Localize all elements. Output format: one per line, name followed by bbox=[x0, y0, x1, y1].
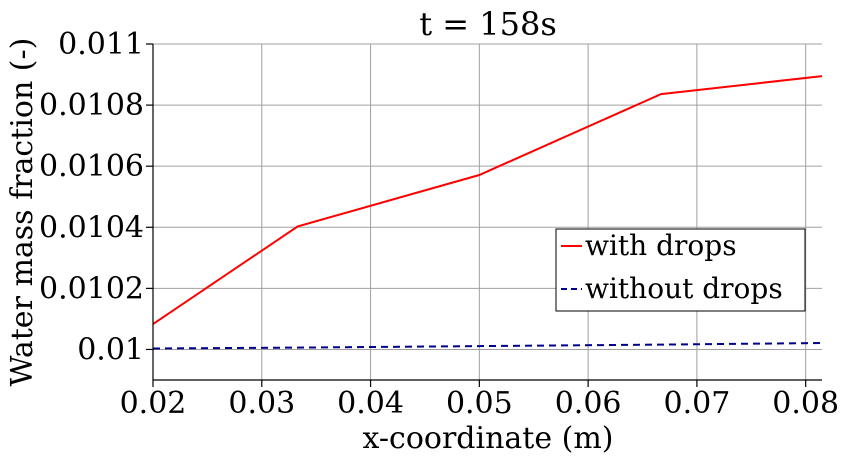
x-tick-label: 0.02 bbox=[120, 386, 187, 421]
vertical-gridlines bbox=[152, 44, 807, 380]
x-axis-label: x-coordinate (m) bbox=[362, 421, 613, 456]
chart-title: t = 158s bbox=[419, 5, 557, 43]
series-line-with-drops bbox=[152, 75, 823, 325]
y-tick-label: 0.01 bbox=[77, 332, 144, 367]
legend-box bbox=[555, 228, 806, 312]
plot-area bbox=[152, 43, 823, 380]
y-tick-label: 0.0106 bbox=[39, 149, 144, 184]
axes: 0.02 0.03 0.04 0.05 0.06 0.07 0.08 0.010.01020… bbox=[39, 27, 839, 421]
y-axis-ticks: 0.01 0.0102 0.0104 0.0106 0.0108 0.011 bbox=[39, 27, 153, 367]
series-layer bbox=[152, 75, 823, 350]
x-tick-label: 0.08 bbox=[772, 386, 839, 421]
y-axis-label: Water mass fraction (-) bbox=[5, 38, 40, 387]
x-tick-label: 0.06 bbox=[555, 386, 622, 421]
x-tick-label: 0.05 bbox=[446, 386, 513, 421]
legend: with drops without drops bbox=[555, 228, 806, 312]
y-tick-label: 0.0104 bbox=[39, 210, 144, 245]
y-tick-label: 0.011 bbox=[58, 27, 144, 62]
legend-label: with drops bbox=[585, 229, 737, 262]
x-axis-ticks: 0.02 0.03 0.04 0.05 0.06 0.07 0.08 bbox=[120, 380, 839, 421]
x-tick-label: 0.07 bbox=[664, 386, 731, 421]
series-line-without-drops bbox=[152, 342, 823, 350]
legend-label: without drops bbox=[585, 272, 783, 305]
y-tick-label: 0.0108 bbox=[39, 88, 144, 123]
x-tick-label: 0.03 bbox=[228, 386, 295, 421]
y-tick-label: 0.0102 bbox=[39, 271, 144, 306]
plot-background bbox=[153, 44, 822, 380]
x-tick-label: 0.04 bbox=[337, 386, 404, 421]
